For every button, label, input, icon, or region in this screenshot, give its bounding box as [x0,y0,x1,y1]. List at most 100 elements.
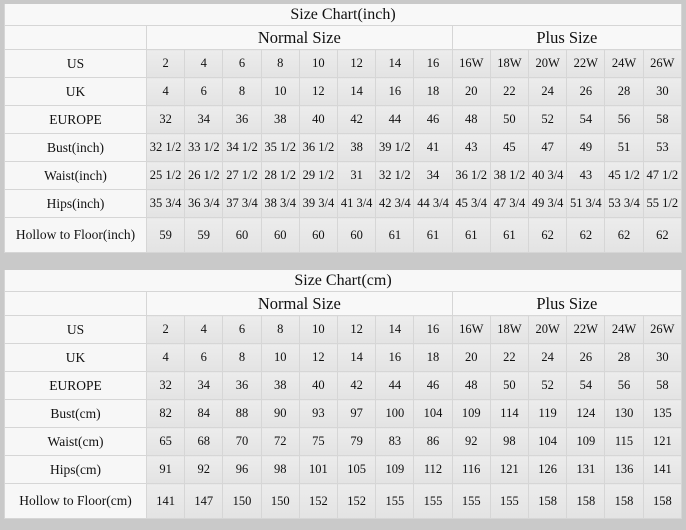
size-value: 55 1/2 [642,189,683,218]
size-value: 24 [528,77,568,106]
size-value: 47 1/2 [642,161,683,190]
size-value: 83 [375,427,415,456]
row-label: Hollow to Floor(cm) [4,483,147,519]
size-value: 115 [604,427,644,456]
size-value: 51 [604,133,644,162]
size-value: 109 [451,399,491,428]
size-value: 14 [375,49,415,78]
size-value: 34 [413,161,453,190]
size-value: 30 [642,343,683,372]
row-label: US [4,315,147,344]
size-value: 50 [489,371,530,400]
size-value: 36 [222,105,262,134]
size-value: 104 [528,427,568,456]
size-value: 33 1/2 [184,133,224,162]
size-value: 4 [184,49,224,78]
size-value: 51 3/4 [566,189,606,218]
size-value: 2 [145,49,186,78]
size-value: 38 3/4 [260,189,300,218]
size-value: 58 [642,105,683,134]
table-row: Hips(cm) 91 92 96 98 101 105 109 112 116 121 126 131… [4,455,683,484]
size-value: 26 [566,343,606,372]
size-table: Size Chart(cm) Normal Size Plus Size US 2 4 6 8… [4,270,683,519]
size-value: 34 1/2 [222,133,262,162]
size-value: 47 [528,133,568,162]
size-chart-inch: Size Chart(inch) Normal Size Plus Size US 2 4… [4,4,683,253]
size-value: 14 [337,77,377,106]
size-value: 26W [642,49,683,78]
size-value: 6 [184,77,224,106]
size-value: 75 [298,427,339,456]
size-value: 155 [413,483,453,519]
size-value: 12 [337,315,377,344]
size-value: 16 [413,315,453,344]
size-value: 61 [375,217,415,253]
size-value: 2 [145,315,186,344]
size-value: 43 [566,161,606,190]
size-value: 56 [604,371,644,400]
size-value: 6 [222,315,262,344]
size-value: 98 [489,427,530,456]
size-value: 4 [145,77,186,106]
row-label: UK [4,77,147,106]
row-label: Bust(inch) [4,133,147,162]
size-value: 41 3/4 [337,189,377,218]
size-value: 22 [489,343,530,372]
size-value: 116 [451,455,491,484]
size-value: 61 [451,217,491,253]
size-value: 36 1/2 [298,133,339,162]
blank-cell [4,291,147,316]
size-value: 26 [566,77,606,106]
size-value: 25 1/2 [145,161,186,190]
size-value: 10 [260,343,300,372]
size-value: 152 [337,483,377,519]
size-value: 8 [222,343,262,372]
size-value: 35 3/4 [145,189,186,218]
size-value: 48 [451,371,491,400]
size-value: 79 [337,427,377,456]
size-value: 136 [604,455,644,484]
size-value: 155 [375,483,415,519]
size-value: 36 3/4 [184,189,224,218]
size-value: 42 [337,371,377,400]
size-value: 36 1/2 [451,161,491,190]
size-value: 61 [413,217,453,253]
size-value: 16 [413,49,453,78]
size-value: 59 [184,217,224,253]
size-value: 49 3/4 [528,189,568,218]
size-value: 52 [528,371,568,400]
size-value: 158 [604,483,644,519]
size-value: 16 [375,77,415,106]
size-value: 18 [413,343,453,372]
size-value: 20W [528,315,568,344]
row-label: Bust(cm) [4,399,147,428]
size-value: 30 [642,77,683,106]
size-value: 91 [145,455,186,484]
size-value: 18W [489,315,530,344]
size-value: 34 [184,371,224,400]
size-value: 158 [528,483,568,519]
size-value: 45 1/2 [604,161,644,190]
chart-title: Size Chart(inch) [4,4,682,26]
size-value: 35 1/2 [260,133,300,162]
size-value: 32 [145,105,186,134]
size-value: 14 [337,343,377,372]
size-value: 6 [222,49,262,78]
size-value: 20 [451,77,491,106]
row-label: US [4,49,147,78]
size-value: 100 [375,399,415,428]
size-value: 124 [566,399,606,428]
size-value: 32 1/2 [375,161,415,190]
size-value: 126 [528,455,568,484]
size-value: 121 [642,427,683,456]
size-value: 130 [604,399,644,428]
size-value: 43 [451,133,491,162]
size-value: 59 [145,217,186,253]
size-value: 82 [145,399,186,428]
size-value: 96 [222,455,262,484]
size-value: 44 [375,105,415,134]
size-value: 47 3/4 [489,189,530,218]
size-value: 8 [260,315,300,344]
size-value: 62 [604,217,644,253]
row-label: UK [4,343,147,372]
